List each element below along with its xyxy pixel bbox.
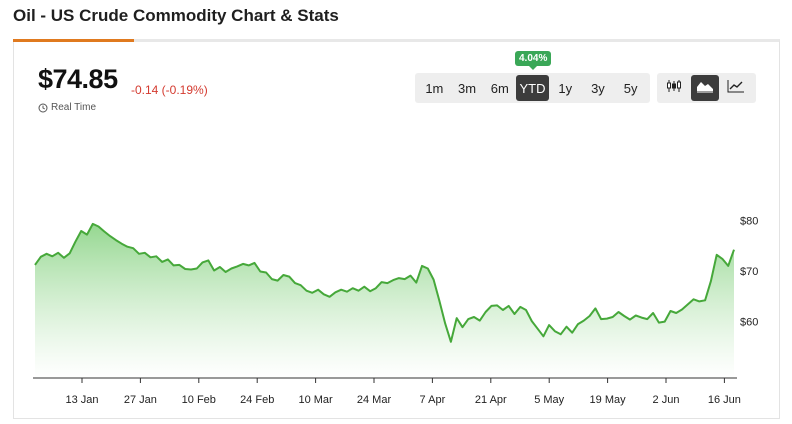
page-title: Oil - US Crude Commodity Chart & Stats bbox=[13, 6, 339, 25]
time-range-selector: 1m 3m 6m YTD 1y 3y 5y bbox=[415, 73, 650, 103]
range-button-1y[interactable]: 1y bbox=[558, 80, 573, 96]
area-chart-button[interactable] bbox=[691, 75, 719, 101]
range-button-6m[interactable]: 6m bbox=[490, 80, 509, 96]
current-price: $74.85 bbox=[38, 64, 118, 94]
realtime-indicator: Real Time bbox=[38, 102, 96, 113]
range-button-3m[interactable]: 3m bbox=[458, 80, 477, 96]
chart-type-selector bbox=[657, 73, 756, 103]
candlestick-icon bbox=[666, 79, 682, 98]
range-button-3y[interactable]: 3y bbox=[591, 80, 605, 96]
active-tab-indicator bbox=[13, 39, 134, 42]
line-chart-button[interactable] bbox=[722, 75, 750, 101]
price-change: -0.14 (-0.19%) bbox=[131, 83, 208, 97]
ytd-change-badge: 4.04% bbox=[515, 51, 552, 70]
range-button-ytd[interactable]: YTD bbox=[516, 75, 549, 101]
clock-icon bbox=[38, 103, 48, 113]
realtime-label: Real Time bbox=[51, 102, 97, 113]
candlestick-chart-button[interactable] bbox=[660, 75, 688, 101]
line-chart-icon bbox=[727, 79, 745, 98]
range-button-1m[interactable]: 1m bbox=[425, 80, 444, 96]
area-chart-icon bbox=[696, 79, 714, 98]
range-button-5y[interactable]: 5y bbox=[623, 80, 638, 96]
chart-card bbox=[13, 39, 780, 419]
